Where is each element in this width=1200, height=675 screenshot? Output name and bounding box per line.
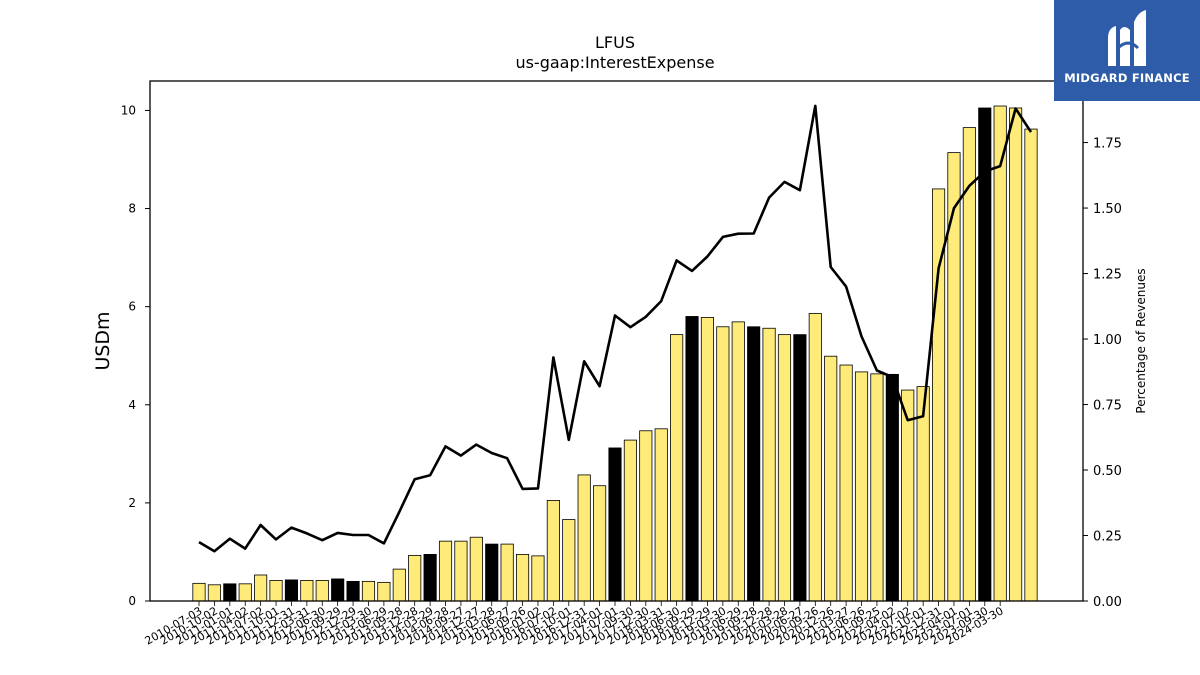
left-axis: 0 2 4 6 8 10 <box>121 103 150 608</box>
bar <box>315 579 329 602</box>
y-axis-label: USDm <box>92 311 114 370</box>
bar-series <box>192 105 1038 602</box>
bar <box>608 447 622 602</box>
y-tick-label: 4 <box>128 398 136 412</box>
midgard-logo-icon <box>1108 10 1146 66</box>
bar <box>700 317 715 602</box>
bar <box>870 373 884 602</box>
bar <box>716 326 730 602</box>
bar <box>993 105 1007 602</box>
y2-tick-label: 0.00 <box>1093 595 1122 610</box>
bar <box>978 107 992 602</box>
bar <box>423 553 437 602</box>
line-series <box>198 104 1033 553</box>
bar <box>408 554 422 602</box>
bar <box>515 553 530 602</box>
bar <box>207 584 221 602</box>
chart-subtitle: us-gaap:InterestExpense <box>515 53 714 72</box>
bar <box>901 389 915 602</box>
bar <box>238 583 252 602</box>
bar <box>685 316 699 602</box>
y-tick-label: 8 <box>128 202 136 216</box>
bar <box>500 543 514 602</box>
bar <box>731 321 745 602</box>
bar <box>639 430 653 602</box>
y2-tick-label: 0.50 <box>1093 464 1122 479</box>
bar <box>377 581 391 602</box>
bar <box>361 580 376 602</box>
x-axis: 2010-07-032010-10-022011-01-012011-04-02… <box>143 601 1006 648</box>
bar <box>808 313 822 602</box>
y2-axis-label: Percentage of Revenues <box>1134 268 1148 413</box>
bar <box>777 334 792 602</box>
bar <box>839 364 853 602</box>
bar <box>469 536 483 602</box>
bar <box>854 371 869 602</box>
bar <box>824 355 838 602</box>
bar <box>654 428 668 602</box>
bar <box>438 540 453 602</box>
y2-tick-label: 1.50 <box>1093 202 1122 217</box>
bar <box>331 578 345 602</box>
bar <box>300 579 314 602</box>
bar <box>747 326 761 602</box>
bar <box>593 485 607 602</box>
bar <box>962 127 976 602</box>
y-tick-label: 2 <box>128 496 136 510</box>
right-axis: 0.00 0.25 0.50 0.75 1.00 1.25 1.50 1.75 <box>1083 137 1122 610</box>
bar <box>562 519 576 602</box>
bar <box>454 540 468 602</box>
y-tick-label: 0 <box>128 594 136 608</box>
bar <box>623 439 637 602</box>
y2-tick-label: 1.00 <box>1093 333 1122 348</box>
bar <box>793 334 807 602</box>
y2-tick-label: 1.75 <box>1093 137 1122 152</box>
chart-title: LFUS <box>595 33 635 52</box>
bar <box>485 543 499 602</box>
plot-frame <box>149 80 1084 602</box>
bar <box>1024 128 1038 602</box>
bar <box>762 327 776 602</box>
bar <box>670 334 684 602</box>
y2-tick-label: 0.25 <box>1093 530 1122 545</box>
bar <box>392 568 406 602</box>
bar <box>916 386 930 602</box>
y2-tick-label: 1.25 <box>1093 268 1122 283</box>
bar <box>346 580 360 602</box>
bar <box>269 579 283 602</box>
percentage-line <box>198 104 1033 553</box>
bar <box>885 373 899 602</box>
bar <box>192 582 206 602</box>
bar <box>531 555 545 602</box>
brand-logo: MIDGARD FINANCE <box>1054 0 1200 101</box>
bar <box>223 583 237 602</box>
bar <box>254 574 268 602</box>
bar <box>577 474 591 602</box>
bar <box>546 500 560 602</box>
y2-tick-label: 0.75 <box>1093 399 1122 414</box>
bar <box>284 579 299 602</box>
bar <box>1009 107 1023 602</box>
y-tick-label: 6 <box>128 300 136 314</box>
y-tick-label: 10 <box>121 103 136 117</box>
brand-name: MIDGARD FINANCE <box>1064 71 1190 85</box>
